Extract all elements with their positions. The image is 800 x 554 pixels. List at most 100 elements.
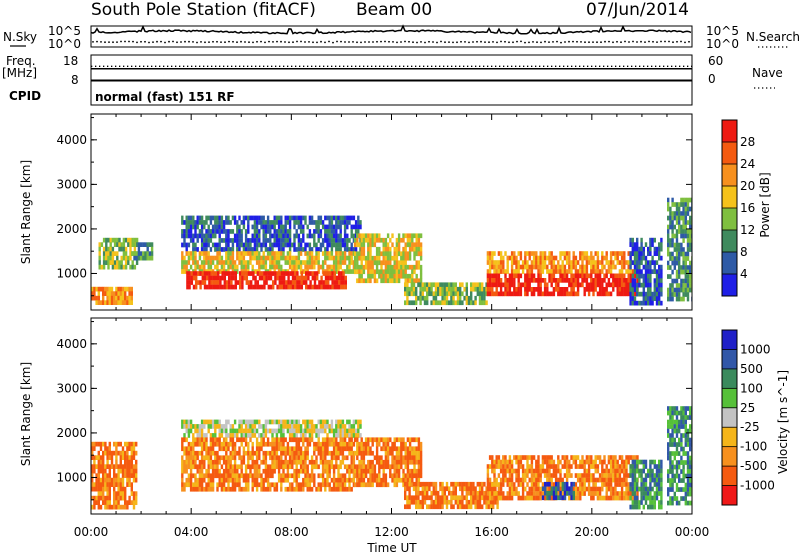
power-cell (98, 255, 101, 261)
power-cell (651, 260, 654, 265)
velocity-cell (411, 482, 414, 488)
velocity-cell (260, 486, 263, 492)
velocity-cell (421, 495, 424, 501)
power-cell (574, 255, 578, 261)
power-cell (260, 255, 263, 261)
velocity-cell (359, 424, 362, 429)
velocity-cell (113, 464, 116, 469)
velocity-cell (565, 473, 569, 478)
power-cell (655, 282, 659, 288)
velocity-cell (113, 500, 116, 505)
power-cell (127, 255, 130, 261)
power-cell (253, 229, 257, 234)
power-cell (499, 278, 503, 283)
velocity-cell (183, 482, 186, 488)
velocity-cell (277, 459, 281, 465)
velocity-cell (373, 455, 377, 461)
velocity-cell (308, 482, 312, 488)
velocity-cell (408, 468, 412, 474)
power-cell (395, 237, 399, 243)
power-cell (196, 220, 199, 225)
power-cell (256, 284, 259, 290)
power-cell (304, 215, 307, 221)
velocity-cell (384, 450, 388, 456)
velocity-cell (417, 446, 421, 452)
power-cell (620, 251, 624, 256)
velocity-cell (441, 481, 444, 487)
power-cell (264, 220, 268, 225)
velocity-cell (419, 455, 423, 461)
velocity-cell (587, 486, 591, 492)
velocity-cell (97, 504, 100, 510)
power-cell (426, 295, 429, 301)
velocity-cell (319, 446, 323, 452)
velocity-cell (335, 441, 338, 447)
velocity-cell (313, 477, 316, 483)
velocity-cell (541, 455, 545, 460)
power-cell (486, 260, 490, 265)
velocity-cell (315, 464, 318, 470)
power-cell (205, 233, 208, 239)
velocity-cell (211, 473, 215, 479)
velocity-cell (273, 446, 276, 452)
nsearch-point (336, 40, 338, 43)
power-cell (122, 264, 126, 270)
velocity-cell (378, 437, 381, 443)
velocity-cell (513, 482, 516, 487)
velocity-cell (128, 446, 131, 451)
velocity-cell (106, 495, 109, 501)
power-cell (528, 273, 531, 279)
velocity-cell (352, 424, 356, 429)
power-cell (217, 280, 220, 285)
velocity-cell (417, 437, 421, 443)
power-cell (513, 291, 516, 297)
velocity-cell (408, 450, 412, 456)
power-cell (183, 255, 186, 261)
velocity-cell (497, 464, 501, 469)
power-cell (406, 242, 410, 248)
power-cell (561, 264, 564, 270)
power-cell (295, 233, 298, 239)
power-cell (625, 269, 628, 274)
power-cell (557, 287, 560, 292)
velocity-cell (196, 455, 199, 461)
velocity-cell (373, 468, 377, 474)
velocity-cell (231, 450, 235, 456)
velocity-cell (225, 419, 228, 425)
velocity-cell (99, 477, 103, 483)
velocity-cell (411, 477, 414, 483)
velocity-cell (244, 433, 248, 438)
velocity-cell (393, 459, 396, 465)
power-cell (554, 278, 558, 283)
velocity-cell (227, 419, 230, 425)
power-cell (583, 251, 586, 256)
velocity-cell (249, 433, 252, 438)
velocity-cell (590, 477, 593, 483)
velocity-cell (200, 459, 204, 465)
velocity-cell (233, 468, 237, 474)
velocity-cell (269, 482, 272, 488)
velocity-cell (499, 464, 503, 469)
velocity-cell (450, 499, 453, 505)
power-cell (308, 220, 312, 225)
power-cell (350, 229, 353, 234)
velocity-cell (579, 477, 582, 483)
power-cell (515, 260, 518, 265)
power-cell (491, 264, 494, 270)
power-ytick-label: 3000 (56, 177, 87, 191)
power-cell (391, 242, 394, 248)
power-heatmap (91, 197, 692, 306)
velocity-cell (264, 424, 268, 429)
power-cell (406, 286, 409, 292)
nsearch-point (328, 40, 330, 43)
power-cell (592, 264, 595, 270)
power-cell (686, 292, 690, 297)
velocity-cell (528, 491, 531, 496)
velocity-cell (275, 482, 279, 488)
power-cell (506, 269, 509, 274)
power-cell (655, 251, 659, 256)
power-cell (524, 255, 527, 261)
velocity-cell (244, 482, 248, 488)
velocity-cell (207, 464, 210, 470)
power-cell (548, 291, 551, 297)
